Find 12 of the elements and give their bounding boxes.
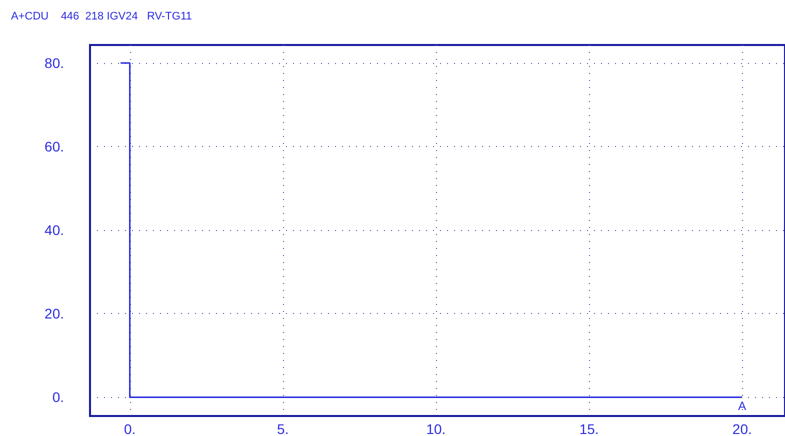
- y-tick-label: 80.: [44, 54, 64, 71]
- x-tick-label: 10.: [426, 421, 446, 436]
- chart-title: A+CDU 446 218 IGV24 RV-TG11: [11, 10, 192, 22]
- x-tick-label: 5.: [277, 421, 289, 436]
- x-tick-label: 20.: [732, 421, 752, 436]
- annotation: A: [738, 399, 746, 414]
- y-tick-label: 0.: [52, 389, 64, 406]
- y-tick-label: 20.: [44, 306, 64, 322]
- y-tick-label: 60.: [44, 138, 64, 155]
- x-tick-label: 15.: [579, 421, 599, 436]
- y-tick-label: 40.: [44, 222, 64, 238]
- x-tick-label: 0.: [124, 421, 136, 436]
